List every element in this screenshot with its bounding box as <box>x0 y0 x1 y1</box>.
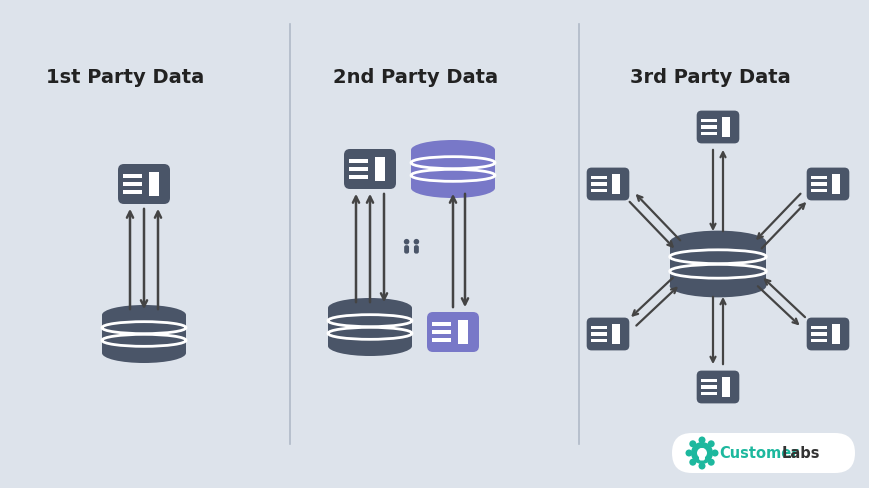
Bar <box>810 339 826 343</box>
FancyBboxPatch shape <box>586 318 628 351</box>
Ellipse shape <box>102 343 186 363</box>
FancyBboxPatch shape <box>414 245 418 254</box>
Circle shape <box>698 437 705 444</box>
Bar <box>431 338 451 342</box>
Circle shape <box>698 448 705 455</box>
Bar <box>123 191 143 195</box>
Bar <box>328 308 412 346</box>
Bar <box>590 177 606 180</box>
FancyBboxPatch shape <box>696 111 739 144</box>
Bar <box>410 151 494 189</box>
Bar <box>721 378 729 397</box>
Bar <box>700 126 716 129</box>
Bar <box>590 183 606 186</box>
Text: Labs: Labs <box>781 446 819 461</box>
FancyBboxPatch shape <box>696 371 739 404</box>
Bar <box>700 392 716 395</box>
FancyBboxPatch shape <box>806 318 848 351</box>
Bar <box>721 118 729 137</box>
Bar <box>700 120 716 123</box>
Bar <box>700 386 716 389</box>
Bar <box>590 189 606 193</box>
FancyBboxPatch shape <box>806 168 848 201</box>
Text: 2nd Party Data: 2nd Party Data <box>333 68 498 87</box>
Bar <box>810 326 826 329</box>
Ellipse shape <box>669 231 766 254</box>
Text: Customer: Customer <box>718 446 798 461</box>
Ellipse shape <box>410 141 494 161</box>
Bar <box>810 189 826 193</box>
Circle shape <box>696 448 706 458</box>
FancyBboxPatch shape <box>427 312 479 352</box>
Ellipse shape <box>102 305 186 325</box>
FancyBboxPatch shape <box>343 150 395 190</box>
Circle shape <box>688 440 695 447</box>
Bar <box>590 326 606 329</box>
Bar <box>102 315 186 353</box>
FancyBboxPatch shape <box>698 456 704 461</box>
Bar <box>375 158 384 181</box>
FancyBboxPatch shape <box>671 433 854 473</box>
Bar <box>669 243 766 286</box>
Text: 1st Party Data: 1st Party Data <box>46 68 204 87</box>
Bar <box>612 175 620 194</box>
Circle shape <box>698 463 705 469</box>
Bar <box>123 183 143 186</box>
Ellipse shape <box>328 336 412 356</box>
Bar <box>458 321 467 344</box>
FancyBboxPatch shape <box>586 168 628 201</box>
Circle shape <box>403 240 409 245</box>
Text: 3rd Party Data: 3rd Party Data <box>629 68 790 87</box>
Bar <box>590 339 606 343</box>
Bar <box>700 379 716 382</box>
Bar <box>590 333 606 336</box>
Bar <box>810 183 826 186</box>
Circle shape <box>685 449 692 457</box>
Bar <box>149 173 158 196</box>
Bar <box>612 325 620 344</box>
FancyBboxPatch shape <box>404 245 408 254</box>
Bar <box>810 177 826 180</box>
Bar <box>348 160 368 163</box>
Circle shape <box>711 449 718 457</box>
Ellipse shape <box>669 275 766 298</box>
Circle shape <box>413 240 419 245</box>
Bar <box>348 168 368 172</box>
FancyBboxPatch shape <box>118 164 169 204</box>
Bar <box>700 133 716 136</box>
Bar <box>832 175 839 194</box>
Circle shape <box>690 442 713 464</box>
Bar <box>431 330 451 334</box>
Bar <box>431 323 451 326</box>
Bar <box>810 333 826 336</box>
Circle shape <box>706 440 713 447</box>
Ellipse shape <box>410 179 494 199</box>
Bar <box>832 325 839 344</box>
Circle shape <box>706 459 713 466</box>
Circle shape <box>688 459 695 466</box>
Bar <box>348 176 368 180</box>
Ellipse shape <box>328 298 412 318</box>
Bar <box>123 175 143 179</box>
